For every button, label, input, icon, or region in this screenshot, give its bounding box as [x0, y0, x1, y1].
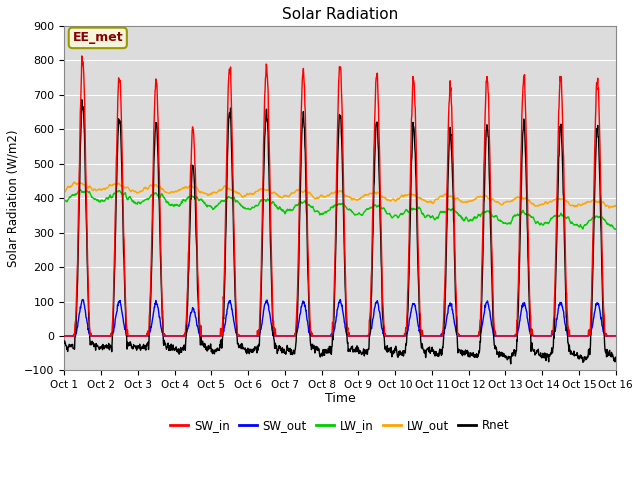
Y-axis label: Solar Radiation (W/m2): Solar Radiation (W/m2): [7, 130, 20, 267]
Title: Solar Radiation: Solar Radiation: [282, 7, 398, 22]
X-axis label: Time: Time: [324, 392, 355, 405]
Legend: SW_in, SW_out, LW_in, LW_out, Rnet: SW_in, SW_out, LW_in, LW_out, Rnet: [166, 414, 515, 437]
Text: EE_met: EE_met: [72, 31, 123, 44]
